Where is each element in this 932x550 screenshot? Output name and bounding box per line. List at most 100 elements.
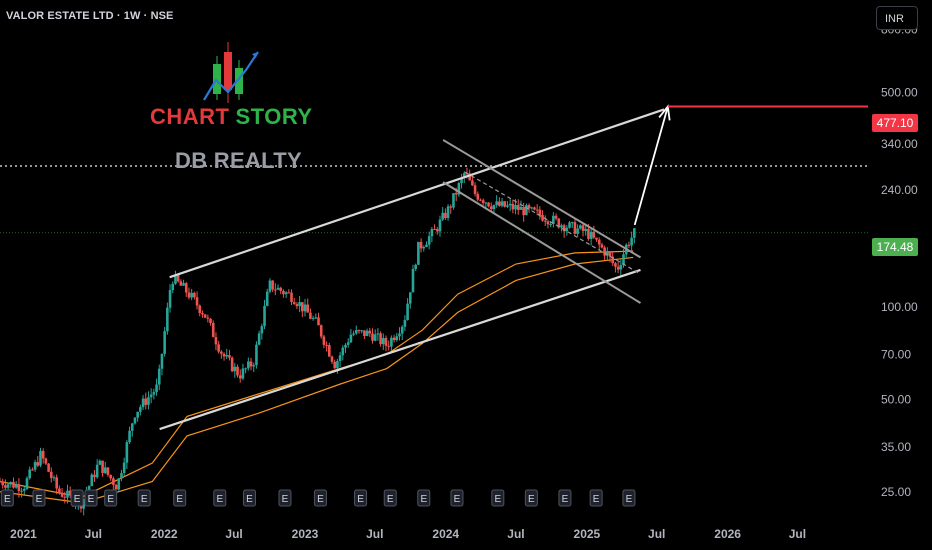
candle-body: [462, 173, 466, 178]
candle-body: [611, 256, 615, 264]
candle-body: [549, 223, 552, 225]
candle-body: [344, 344, 347, 348]
candle-body: [622, 254, 625, 265]
candle-body: [376, 333, 380, 335]
earnings-label: E: [357, 494, 364, 505]
earnings-badge: [84, 489, 98, 507]
candle-body: [471, 180, 474, 186]
candle-body: [166, 307, 169, 332]
candle-body: [595, 237, 598, 240]
candle-body: [201, 313, 204, 315]
earnings-label: E: [420, 494, 427, 505]
candle-body: [220, 351, 223, 354]
candle-body: [414, 264, 417, 270]
candle-body: [22, 488, 26, 491]
earnings-badge: [278, 489, 292, 507]
candle-body: [487, 202, 490, 207]
candle-body: [87, 486, 91, 493]
candle-body: [184, 283, 188, 293]
candle-body: [546, 221, 550, 225]
candle-body: [438, 219, 442, 232]
candle-body: [360, 330, 363, 332]
x-tick-label: Jul: [507, 527, 524, 541]
candle-body: [274, 289, 277, 291]
candle-body: [484, 202, 488, 204]
candle-body: [322, 336, 326, 345]
candle-body: [355, 330, 358, 334]
candle-body: [68, 490, 72, 495]
earnings-badge: [70, 489, 84, 507]
candle-body: [600, 244, 604, 248]
candle-body: [174, 275, 177, 284]
earnings-label: E: [528, 494, 535, 505]
candle-body: [292, 302, 296, 305]
candle-body: [584, 228, 588, 232]
earnings-badge: [417, 489, 431, 507]
earnings-badge: [622, 489, 636, 507]
candle-body: [630, 237, 633, 246]
candle-body: [206, 317, 210, 319]
candle-body: [619, 264, 623, 270]
earnings-label: E: [141, 494, 148, 505]
candle-body: [411, 269, 415, 293]
candle-body: [255, 344, 258, 366]
candle-body: [130, 423, 134, 431]
candle-body: [395, 336, 399, 341]
candle-body: [52, 477, 56, 479]
candle-body: [271, 280, 274, 290]
wedge-top-line: [442, 139, 642, 259]
candle-body: [139, 407, 142, 412]
x-tick-label: Jul: [648, 527, 665, 541]
wedge-bottom-line: [442, 181, 642, 304]
symbol-title[interactable]: VALOR ESTATE LTD · 1W · NSE: [6, 10, 174, 22]
candle-body: [244, 368, 247, 370]
candle-body: [406, 303, 409, 321]
y-tick-label: 340.00: [881, 137, 918, 151]
candle-body: [306, 304, 310, 313]
candle-body: [60, 492, 64, 497]
currency-button[interactable]: INR: [876, 6, 918, 30]
candle-body: [554, 215, 558, 219]
candle-body: [562, 225, 566, 232]
earnings-label: E: [4, 494, 11, 505]
candle-body: [422, 247, 426, 249]
earnings-badge: [173, 489, 187, 507]
candle-body: [633, 228, 636, 238]
candle-body: [136, 411, 139, 418]
y-tick-label: 240.00: [881, 183, 918, 197]
candle-body: [435, 229, 439, 232]
candle-body: [265, 291, 269, 306]
candle-body: [179, 281, 183, 286]
candle-body: [90, 474, 94, 487]
candle-body: [325, 344, 328, 346]
candle-body: [419, 241, 423, 249]
candle-body: [381, 337, 385, 345]
candle-body: [58, 488, 61, 493]
candle-body: [133, 417, 137, 424]
candle-body: [525, 205, 528, 216]
candle-body: [252, 365, 256, 367]
candle-body: [390, 337, 393, 347]
candle-body: [171, 283, 175, 291]
candle-body: [573, 222, 577, 234]
candle-body: [284, 292, 288, 295]
earnings-badge: [558, 489, 572, 507]
earnings-label: E: [626, 494, 633, 505]
chart-story-logo: [203, 42, 259, 103]
y-tick-label: 35.00: [881, 440, 911, 454]
candle-body: [560, 225, 563, 228]
candle-body: [20, 490, 23, 492]
candle-body: [25, 478, 29, 489]
brand-word-2: STORY: [235, 104, 313, 129]
x-tick-label: 2021: [10, 527, 37, 541]
candle-body: [225, 355, 229, 357]
earnings-label: E: [562, 494, 569, 505]
candle-body: [149, 394, 153, 398]
candle-body: [373, 334, 377, 341]
channel-lower-line: [159, 268, 641, 431]
candle-body: [301, 302, 304, 312]
candle-body: [193, 292, 196, 298]
candle-body: [217, 344, 220, 352]
x-tick-label: 2025: [574, 527, 601, 541]
